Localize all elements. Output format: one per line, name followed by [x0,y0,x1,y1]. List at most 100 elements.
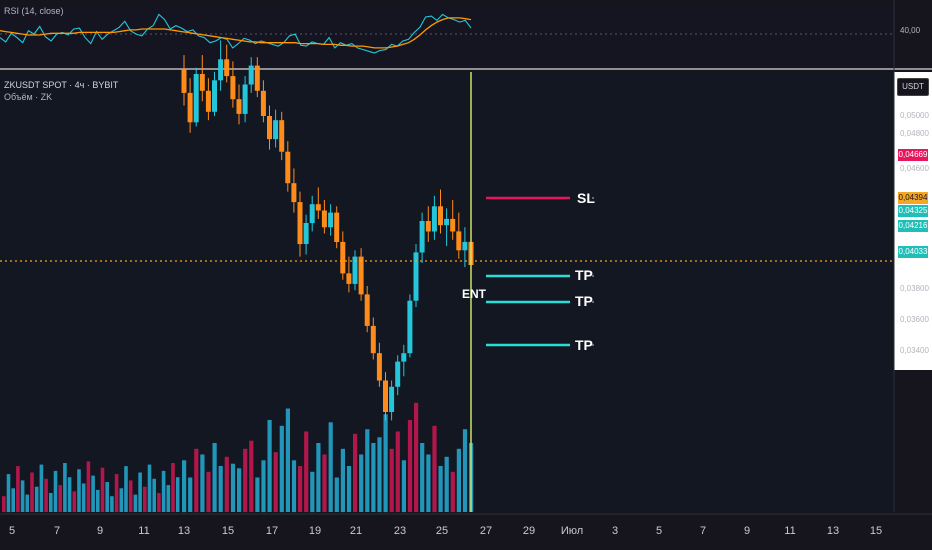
time-tick: 13 [177,525,191,537]
candle-body [254,65,260,91]
volume-bar [285,408,290,512]
time-tick: 19 [308,525,322,537]
volume-bar [63,463,67,512]
price-tick: 0,05000 [900,111,929,120]
time-tick: 15 [869,525,883,537]
candle-body [407,300,413,354]
time-tick: 29 [522,525,536,537]
volume-bar [34,486,39,512]
candle-body [352,256,358,284]
sl-dot [592,197,594,199]
volume-bar [420,443,425,512]
time-tick: 25 [435,525,449,537]
volume-bar [291,460,297,513]
candle-body [413,252,419,301]
volume-bar [147,464,152,512]
candle-body [248,65,254,85]
price-tick: 0,04800 [900,129,929,138]
volume-bar [175,477,180,512]
candle-body [395,361,401,387]
candle-body [309,204,315,224]
volume-bar [110,496,114,512]
volume-bar [261,460,266,513]
candle-body [340,241,346,274]
volume-bar [206,471,211,513]
price-axis-panel-lower [894,370,932,512]
volume-bar [81,483,86,512]
volume-bar [407,420,413,512]
price-tick: 0,03400 [900,346,929,355]
volume-bar [114,474,119,513]
volume-bar [444,456,449,512]
time-tick: 27 [479,525,493,537]
volume-bar [328,422,333,512]
candle-body [260,90,266,116]
volume-bar [432,425,437,513]
candle-body [450,218,456,232]
volume-bar [255,477,260,512]
candle-body [267,116,272,140]
volume-bar [119,488,124,512]
candle-body [273,120,279,140]
volume-bar [371,443,376,512]
time-tick: 5 [655,525,663,537]
price-badge: 0,04325 [898,205,928,217]
time-tick: 11 [784,525,796,537]
volume-bar [53,470,58,512]
tp-label: TP [575,293,593,309]
price-badge-sl: 0,04669 [898,149,928,161]
volume-bar [2,496,6,512]
volume-bar [243,448,248,513]
candle-body [242,84,248,114]
rsi-line [0,13,472,54]
tp-dot [592,301,594,303]
volume-bar [138,472,142,512]
candle-body [224,59,230,77]
volume-bar [152,478,156,512]
currency-selector[interactable]: USDT [897,78,929,96]
candle-body [279,120,285,152]
volume-bar [157,493,161,512]
volume-indicator-label[interactable]: Объём · ZK [4,92,53,102]
volume-bar [279,425,284,513]
candle-body [383,380,388,412]
candle-body [419,221,425,253]
volume-bar [39,464,44,512]
volume-bar [133,494,138,512]
sl-label: SL [577,190,595,206]
candle-body [236,99,242,114]
volume-bar [11,488,15,512]
price-tick: 0,04600 [900,164,929,173]
tp-dot [592,275,594,277]
volume-bar [401,460,406,513]
rsi-ma-line [0,17,472,49]
volume-bar [105,482,109,512]
volume-bar [188,477,193,512]
candle-body [205,90,211,112]
candle-body [438,206,443,226]
time-tick: 7 [699,525,707,537]
price-badge-entry: 0,04033 [898,246,928,258]
volume-bar [143,486,147,512]
volume-bar [273,452,278,512]
time-tick: 13 [826,525,840,537]
volume-bar [353,433,358,512]
candle-body [321,210,327,228]
volume-bar [377,437,382,513]
symbol-label[interactable]: ZKUSDT SPOT · 4ч · BYBIT [4,80,119,90]
candle-body [462,241,468,251]
price-badge: 0,04216 [898,220,928,232]
volume-bar [438,466,443,512]
volume-bar [161,470,166,512]
volume-bar [16,466,20,512]
candle-body [376,353,382,381]
time-tick: Июл [560,525,584,537]
volume-bar [212,443,217,512]
volume-bar [124,466,128,512]
volume-bar [395,431,400,512]
volume-bar [230,463,236,512]
time-tick: 5 [8,525,16,537]
candle-body [346,273,352,284]
